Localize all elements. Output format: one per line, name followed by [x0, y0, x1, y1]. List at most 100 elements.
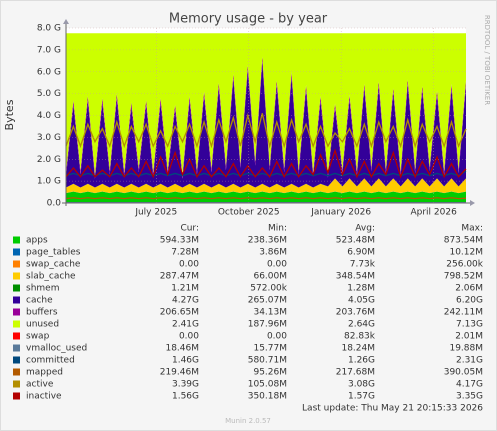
legend-min: 265.07M [248, 296, 287, 306]
legend-max: 10.12M [449, 248, 483, 258]
legend-cur: 3.39G [172, 380, 199, 390]
legend-header: Min: [268, 224, 287, 234]
legend-min: 34.13M [253, 308, 287, 318]
area-cache [66, 61, 466, 188]
legend-cur: 1.46G [172, 356, 199, 366]
legend-cur: 7.28M [171, 248, 199, 258]
legend-name: committed [26, 356, 75, 366]
legend-max: 256.00k [446, 260, 483, 270]
legend-avg: 82.83k [344, 332, 376, 342]
legend-min: 66.00M [253, 272, 287, 282]
y-tick-label: 4.0 G [37, 111, 61, 121]
legend-min: 238.36M [248, 236, 287, 246]
legend-max: 7.13G [456, 320, 483, 330]
legend-name: active [26, 380, 54, 390]
x-axis-arrow [470, 200, 475, 206]
legend-cur: 594.33M [160, 236, 199, 246]
legend-cur: 1.56G [172, 392, 199, 402]
legend-min: 95.26M [253, 368, 287, 378]
y-tick-label: 1.0 G [37, 177, 61, 187]
legend-cur: 1.21M [171, 284, 199, 294]
area-unused [66, 33, 466, 175]
legend-cur: 0.00 [179, 332, 199, 342]
legend-avg: 2.64G [348, 320, 375, 330]
legend-max: 4.17G [456, 380, 483, 390]
legend-min: 572.00k [250, 284, 287, 294]
legend-swatch [13, 284, 20, 292]
legend-cur: 206.65M [160, 308, 199, 318]
legend-swatch [13, 332, 20, 340]
x-tick-label: January 2026 [310, 208, 371, 218]
legend-max: 3.35G [456, 392, 483, 402]
legend-cur: 4.27G [172, 296, 199, 306]
legend-swatch [13, 368, 20, 376]
legend-header: Avg: [355, 224, 375, 234]
side-text: RRDTOOL / TOBI OETIKER [483, 15, 491, 105]
last-update: Last update: Thu May 21 20:15:33 2026 [302, 404, 483, 414]
legend-swatch [13, 248, 20, 256]
legend-swatch [13, 272, 20, 280]
legend-avg: 1.57G [348, 392, 375, 402]
legend-name: swap [26, 332, 50, 342]
legend-swatch [13, 320, 20, 328]
y-tick-label: 3.0 G [37, 133, 61, 143]
area-page-tables [66, 191, 466, 194]
area-apps [66, 191, 466, 203]
legend-min: 350.18M [248, 392, 287, 402]
legend-max: 2.06M [455, 284, 483, 294]
legend-max: 19.88M [449, 344, 483, 354]
line-inactive [65, 148, 467, 179]
legend-avg: 217.68M [336, 368, 375, 378]
legend-swatch [13, 380, 20, 388]
legend-swatch [13, 296, 20, 304]
legend-avg: 6.90M [347, 248, 375, 258]
x-tick-label: April 2026 [410, 208, 457, 218]
legend-name: inactive [26, 392, 62, 402]
legend-avg: 4.05G [348, 296, 375, 306]
legend-name: mapped [26, 368, 63, 378]
legend-name: buffers [26, 308, 58, 318]
legend-min: 580.71M [248, 356, 287, 366]
legend-min: 3.86M [259, 248, 287, 258]
legend-max: 873.54M [444, 236, 483, 246]
legend-max: 2.31G [456, 356, 483, 366]
y-tick-label: 2.0 G [37, 155, 61, 165]
legend-avg: 18.24M [341, 344, 375, 354]
legend-swatch [13, 356, 20, 364]
legend-name: vmalloc_used [26, 344, 87, 354]
legend-swatch [13, 308, 20, 316]
y-tick-label: 0.0 [47, 199, 62, 209]
legend-swatch [13, 236, 20, 244]
line-mapped [65, 197, 467, 200]
legend-avg: 1.28M [347, 284, 375, 294]
y-tick-label: 8.0 G [37, 24, 61, 34]
legend-avg: 203.76M [336, 308, 375, 318]
legend-swatch [13, 392, 20, 400]
legend-max: 798.52M [444, 272, 483, 282]
legend-name: unused [26, 320, 59, 330]
legend-max: 242.11M [444, 308, 483, 318]
line-committed [65, 170, 467, 177]
legend-min: 0.00 [267, 332, 287, 342]
legend-swatch [13, 344, 20, 352]
line-active [65, 112, 467, 149]
legend-header: Max: [461, 224, 483, 234]
legend-avg: 3.08G [348, 380, 375, 390]
y-axis-label: Bytes [3, 99, 16, 130]
x-tick-label: October 2025 [218, 208, 280, 218]
legend-swatch [13, 260, 20, 268]
y-tick-label: 5.0 G [37, 89, 61, 99]
legend-avg: 348.54M [336, 272, 375, 282]
legend-name: apps [26, 236, 48, 246]
x-tick-label: July 2025 [134, 208, 177, 218]
legend-cur: 18.46M [165, 344, 199, 354]
legend-min: 0.00 [267, 260, 287, 270]
legend-name: page_tables [26, 248, 81, 258]
legend-avg: 7.73k [350, 260, 376, 270]
legend-cur: 0.00 [179, 260, 199, 270]
legend-min: 187.96M [248, 320, 287, 330]
legend-max: 6.20G [456, 296, 483, 306]
legend-avg: 1.26G [348, 356, 375, 366]
legend-cur: 287.47M [160, 272, 199, 282]
